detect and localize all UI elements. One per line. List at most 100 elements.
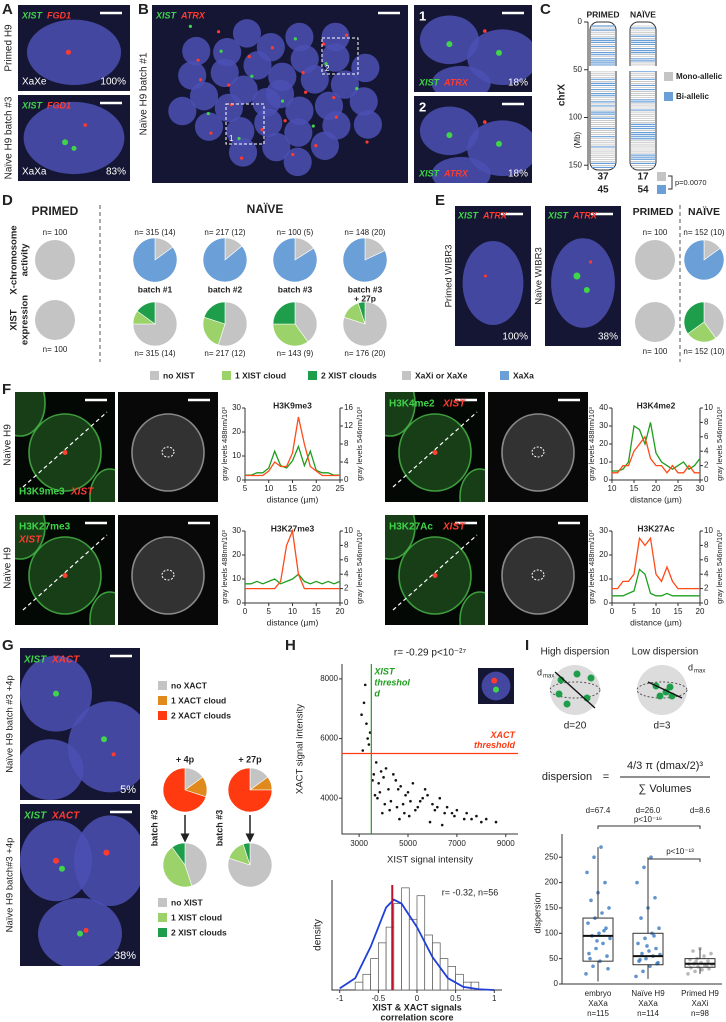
nucleus: [89, 591, 115, 625]
signal-spot: [304, 90, 308, 94]
x-tick-label: 30: [696, 484, 705, 493]
nucleus: [262, 132, 291, 162]
zoom-box-label: 1: [229, 134, 234, 143]
y-tick-label: 0: [554, 979, 559, 988]
signal-spot: [206, 111, 210, 116]
data-point: [585, 870, 589, 875]
y2-tick-label: 4: [344, 457, 349, 466]
x-tick-label: 10: [288, 607, 297, 616]
category-label: embryo: [585, 989, 612, 998]
channel-label: ATRX: [443, 168, 469, 178]
batch-label: batch #3: [348, 284, 383, 294]
signal-spot: [199, 78, 203, 82]
histogram-bar: [463, 981, 472, 991]
nucleus: [178, 61, 207, 90]
nucleus: [68, 701, 140, 793]
profile-line: [245, 528, 340, 590]
signal-spot: [280, 99, 285, 103]
signal-spot: [324, 62, 328, 66]
scatter-point: [445, 805, 449, 809]
profile-line: [612, 568, 700, 597]
sample-label: Naïve H9 batch #3: [4, 96, 15, 179]
data-point: [594, 946, 598, 951]
x-tick-label: -1: [336, 994, 344, 1003]
nucleus: [385, 392, 416, 437]
signal-spot: [483, 29, 487, 33]
y2-tick-label: 6: [344, 555, 349, 564]
histogram-bar: [470, 981, 480, 991]
nucleus: [228, 138, 258, 167]
data-point: [592, 855, 596, 860]
box: [632, 932, 664, 966]
data-point: [709, 951, 713, 956]
histogram-bar: [408, 918, 418, 991]
scatter-point: [465, 811, 468, 815]
profile-path: [22, 534, 108, 611]
nucleus: [74, 815, 140, 907]
sample-label: Naïve H9 batch#3 +4p: [5, 838, 16, 933]
micrograph: [15, 515, 115, 625]
signal-spot: [101, 736, 107, 743]
sample-label: Naïve H9 batch #3 +4p: [5, 675, 16, 772]
legend-label: XaXi or XaXe: [415, 370, 468, 380]
micrograph: [545, 206, 621, 346]
x-axis-label: distance (µm): [630, 494, 682, 504]
pie-slice: [687, 321, 717, 343]
y-tick-label: 150: [569, 160, 583, 169]
data-point: [648, 964, 652, 969]
y2-tick-label: 10: [344, 526, 353, 535]
histogram-bar: [455, 973, 464, 991]
signal-spot: [240, 156, 244, 160]
scatter-point: [414, 808, 417, 812]
signal-spot: [219, 49, 223, 53]
equator: [549, 681, 601, 699]
x-tick-label: 5000: [399, 839, 417, 848]
data-point: [649, 855, 653, 860]
signal-spot: [65, 49, 71, 55]
panel-letter: A: [2, 1, 13, 18]
y2-tick-label: 8: [344, 541, 349, 550]
histogram-bar: [416, 895, 426, 991]
channel-label: H3K27me3: [19, 522, 71, 533]
axes: [341, 664, 518, 835]
x-tick-label: 7000: [448, 839, 466, 848]
x-tick-label: 0: [610, 607, 615, 616]
legend-swatch: [664, 92, 673, 101]
centromere: [629, 66, 657, 71]
channel-label: ATRX: [572, 210, 598, 220]
n-label: n= 100 (5): [277, 228, 314, 237]
panel-letter: D: [2, 192, 13, 209]
data-point: [707, 966, 711, 971]
histogram-bar: [354, 981, 364, 991]
y-axis-label: gray levels 488nm/10³: [587, 530, 596, 604]
inset-number: 1: [419, 8, 426, 23]
x-tick-label: -0.5: [371, 994, 385, 1003]
y2-tick-label: 4: [704, 569, 709, 578]
y-tick-label: 0: [578, 17, 583, 26]
data-point: [686, 972, 690, 976]
plot-title: H3K4me2: [637, 400, 676, 410]
x-tick-label: 3000: [350, 839, 368, 848]
category-label: Naïve H9: [631, 989, 665, 998]
data-point: [700, 968, 704, 972]
legend-label: Bi-allelic: [676, 92, 709, 101]
formula: dispersion: [542, 771, 592, 783]
threshold-label: XIST: [373, 666, 396, 676]
data-point: [643, 936, 647, 941]
nucleus: [131, 413, 205, 492]
x-tick-label: 9000: [497, 839, 515, 848]
scatter-point: [406, 790, 410, 794]
y2-tick-label: 8: [344, 439, 349, 448]
scatter-point: [438, 796, 442, 800]
y2-tick-label: 6: [704, 555, 709, 564]
y-axis-label: XACT signal intensity: [295, 704, 306, 794]
nucleus: [89, 468, 115, 502]
formula: ∑ Volumes: [638, 783, 692, 795]
dmax-label: max: [694, 669, 705, 675]
signal-spot: [209, 131, 213, 135]
channel-label: FGD1: [47, 100, 71, 110]
d-label: d=8.6: [690, 806, 711, 815]
scatter-point: [392, 773, 395, 776]
data-point: [584, 972, 588, 976]
xist-outline: [161, 446, 175, 458]
